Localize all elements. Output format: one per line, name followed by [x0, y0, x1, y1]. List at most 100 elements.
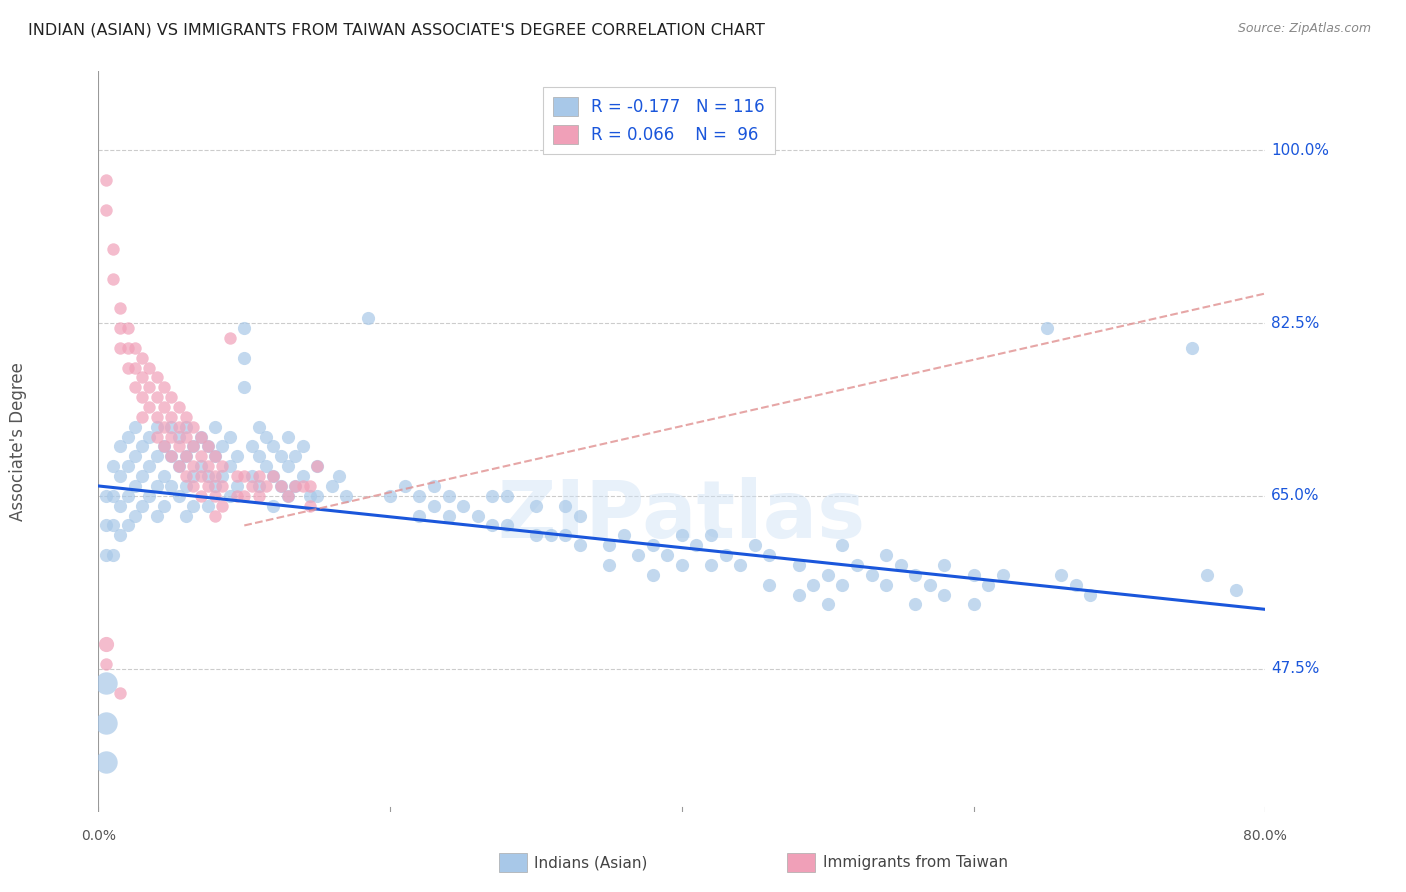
Point	[204, 450, 226, 464]
Point	[394, 479, 416, 493]
Point	[744, 538, 766, 552]
Point	[190, 429, 212, 443]
Point	[262, 469, 284, 483]
Point	[131, 440, 153, 454]
Point	[641, 538, 664, 552]
Point	[197, 440, 219, 454]
Point	[204, 419, 226, 434]
Point	[124, 419, 146, 434]
Point	[146, 450, 169, 464]
Point	[167, 419, 190, 434]
Point	[160, 450, 183, 464]
Point	[117, 341, 139, 355]
Point	[190, 469, 212, 483]
Point	[117, 489, 139, 503]
Point	[335, 489, 357, 503]
Point	[298, 489, 321, 503]
Point	[138, 459, 160, 474]
Point	[270, 479, 292, 493]
Point	[233, 469, 256, 483]
Point	[831, 538, 853, 552]
Point	[146, 370, 169, 384]
Point	[598, 558, 620, 572]
Point	[160, 409, 183, 424]
Point	[1050, 567, 1073, 582]
Point	[247, 479, 270, 493]
Point	[568, 538, 591, 552]
Point	[153, 499, 176, 513]
Point	[437, 508, 460, 523]
Point	[174, 479, 197, 493]
Point	[124, 360, 146, 375]
Point	[226, 450, 249, 464]
Point	[110, 469, 132, 483]
Text: 82.5%: 82.5%	[1271, 316, 1320, 331]
Point	[117, 518, 139, 533]
Point	[197, 440, 219, 454]
Point	[211, 499, 233, 513]
Point	[612, 528, 634, 542]
Point	[146, 409, 169, 424]
Point	[94, 173, 117, 187]
Point	[298, 479, 321, 493]
Point	[554, 499, 576, 513]
Text: 100.0%: 100.0%	[1271, 143, 1329, 158]
Point	[117, 321, 139, 335]
Point	[181, 440, 204, 454]
Point	[1225, 582, 1247, 597]
Point	[291, 479, 314, 493]
Point	[671, 528, 693, 542]
Point	[254, 479, 277, 493]
Point	[758, 577, 780, 591]
Point	[467, 508, 489, 523]
Text: INDIAN (ASIAN) VS IMMIGRANTS FROM TAIWAN ASSOCIATE'S DEGREE CORRELATION CHART: INDIAN (ASIAN) VS IMMIGRANTS FROM TAIWAN…	[28, 22, 765, 37]
Point	[110, 499, 132, 513]
Point	[190, 489, 212, 503]
Point	[247, 419, 270, 434]
Point	[167, 440, 190, 454]
Point	[101, 271, 124, 285]
Text: 0.0%: 0.0%	[82, 830, 115, 844]
Point	[110, 341, 132, 355]
Point	[174, 469, 197, 483]
Point	[94, 676, 117, 690]
Point	[904, 567, 927, 582]
Point	[904, 598, 927, 612]
Point	[153, 440, 176, 454]
Legend: R = -0.177   N = 116, R = 0.066    N =  96: R = -0.177 N = 116, R = 0.066 N = 96	[543, 87, 775, 154]
Point	[174, 409, 197, 424]
Point	[181, 469, 204, 483]
Point	[233, 380, 256, 394]
Point	[598, 538, 620, 552]
Point	[138, 429, 160, 443]
Point	[181, 459, 204, 474]
Point	[197, 479, 219, 493]
Point	[307, 489, 329, 503]
Point	[1035, 321, 1057, 335]
Point	[153, 419, 176, 434]
Point	[153, 380, 176, 394]
Point	[962, 567, 984, 582]
Point	[211, 469, 233, 483]
Point	[160, 419, 183, 434]
Point	[110, 321, 132, 335]
Point	[138, 380, 160, 394]
Point	[437, 489, 460, 503]
Point	[197, 459, 219, 474]
Point	[524, 499, 547, 513]
Point	[481, 518, 503, 533]
Text: Indians (Asian): Indians (Asian)	[534, 855, 648, 870]
Point	[146, 508, 169, 523]
Point	[918, 577, 941, 591]
Point	[94, 548, 117, 562]
Point	[211, 459, 233, 474]
Point	[685, 538, 707, 552]
Point	[131, 499, 153, 513]
Point	[233, 489, 256, 503]
Point	[131, 370, 153, 384]
Point	[357, 311, 380, 326]
Point	[787, 558, 810, 572]
Point	[174, 450, 197, 464]
Point	[233, 351, 256, 365]
Point	[101, 242, 124, 256]
